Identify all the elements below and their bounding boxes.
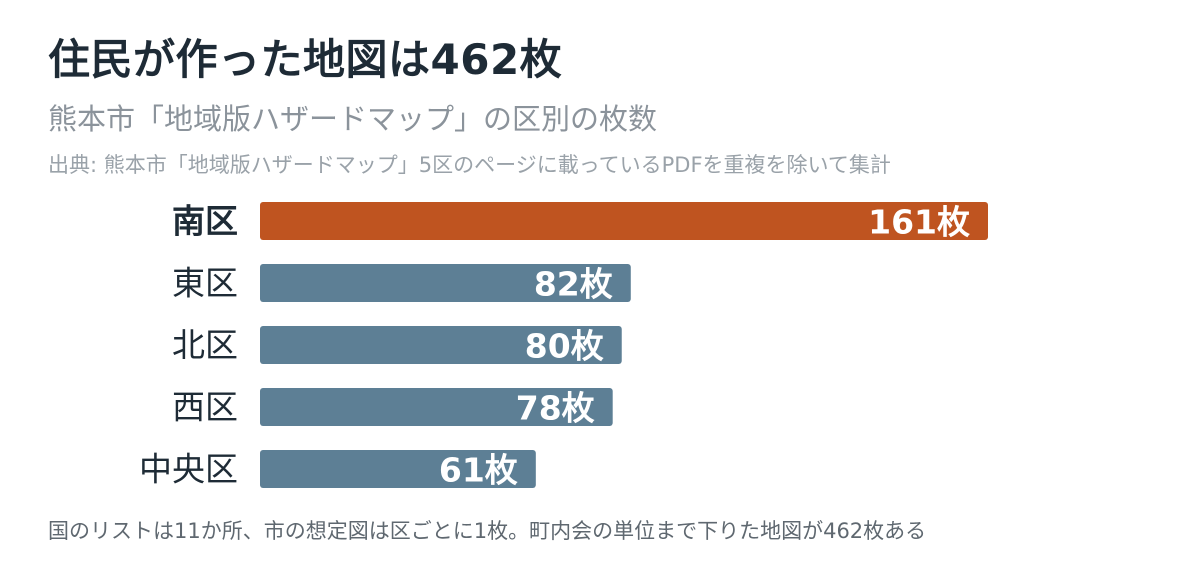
value-label: 78枚 <box>516 389 595 428</box>
category-label: 北区 <box>172 326 238 365</box>
chart-subtitle: 熊本市「地域版ハザードマップ」の区別の枚数 <box>48 102 658 136</box>
bar <box>260 450 536 488</box>
category-label: 中央区 <box>139 450 238 489</box>
category-label: 西区 <box>172 388 238 427</box>
value-label: 82枚 <box>534 265 613 304</box>
footnote: 国のリストは11か所、市の想定図は区ごとに1枚。町内会の単位まで下りた地図が46… <box>48 519 927 543</box>
bar <box>260 388 613 426</box>
value-label: 80枚 <box>525 327 604 366</box>
value-label: 61枚 <box>439 451 518 490</box>
value-label: 161枚 <box>868 203 970 242</box>
bar <box>260 326 622 364</box>
category-label: 南区 <box>172 202 238 241</box>
chart-title: 住民が作った地図は462枚 <box>48 35 563 84</box>
bar <box>260 264 631 302</box>
category-label: 東区 <box>172 264 238 303</box>
source-note: 出典: 熊本市「地域版ハザードマップ」5区のページに載っているPDFを重複を除い… <box>48 153 891 177</box>
bar <box>260 202 988 240</box>
